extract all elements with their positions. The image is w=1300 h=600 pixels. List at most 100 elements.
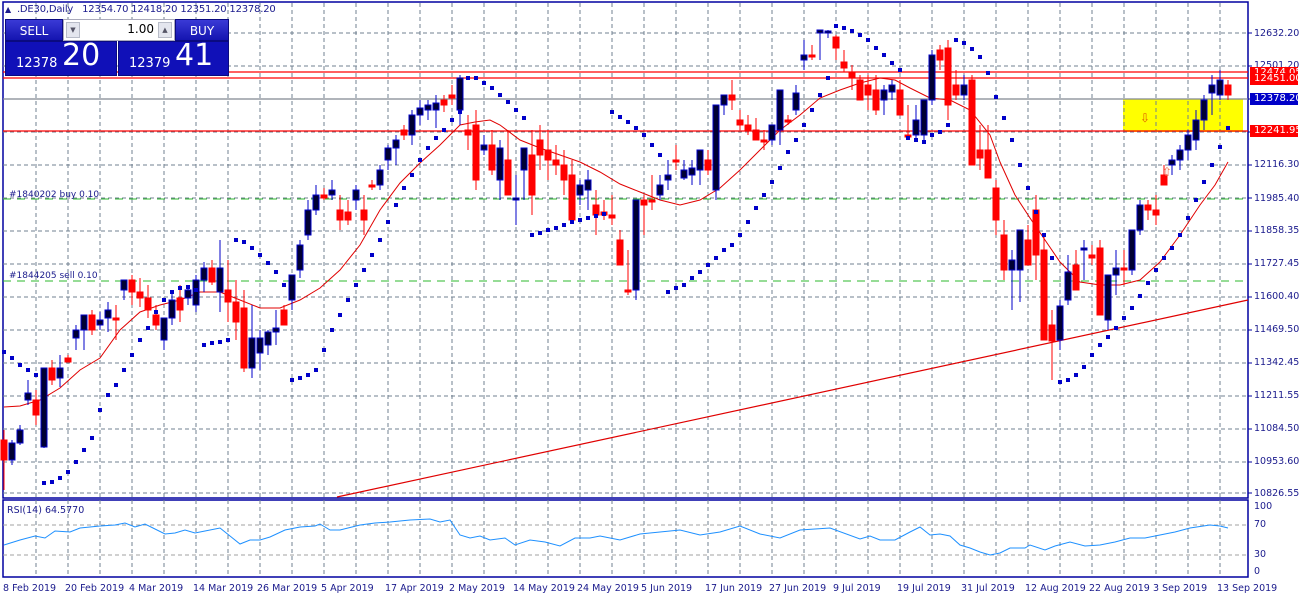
- parabolic-sar-dot: [1170, 246, 1174, 250]
- parabolic-sar-dot: [1210, 163, 1214, 167]
- parabolic-sar-dot: [682, 283, 686, 287]
- candle-bear: [176, 297, 184, 311]
- rsi-level-label: 30: [1254, 549, 1267, 560]
- parabolic-sar-dot: [522, 116, 526, 120]
- parabolic-sar-dot: [210, 341, 214, 345]
- candle-bear: [648, 199, 656, 203]
- sell-price-pips: 20: [62, 38, 101, 73]
- parabolic-sar-dot: [810, 108, 814, 112]
- candle-bull: [328, 189, 336, 196]
- parabolic-sar-dot: [666, 290, 670, 294]
- candle-bear: [368, 184, 376, 188]
- lot-size-stepper[interactable]: ▼ 1.00 ▲: [63, 19, 175, 41]
- order-label-sell[interactable]: #1844205 sell 0.10: [9, 271, 98, 281]
- candle-bear: [128, 279, 136, 293]
- price-label: 11342.45: [1254, 357, 1300, 368]
- candle-bull: [776, 89, 784, 131]
- parabolic-sar-dot: [1050, 256, 1054, 260]
- buy-button[interactable]: BUY: [175, 19, 229, 41]
- parabolic-sar-dot: [122, 368, 126, 372]
- candle-bull: [1176, 149, 1184, 161]
- candle-bull: [1200, 99, 1208, 121]
- candle-bear: [0, 439, 8, 461]
- candle-bull: [456, 77, 464, 111]
- sell-button[interactable]: SELL: [5, 19, 63, 41]
- candle-bull: [880, 89, 888, 101]
- candle-bear: [704, 159, 712, 171]
- parabolic-sar-dot: [2, 350, 6, 354]
- parabolic-sar-dot: [882, 53, 886, 57]
- candle-bear: [936, 49, 944, 61]
- parabolic-sar-dot: [562, 223, 566, 227]
- parabolic-sar-dot: [1026, 186, 1030, 190]
- candle-bear: [1160, 174, 1168, 186]
- candle-bull: [1128, 229, 1136, 271]
- candle-bull: [632, 199, 640, 291]
- parabolic-sar-dot: [786, 150, 790, 154]
- lot-size-input[interactable]: 1.00: [127, 22, 154, 36]
- parabolic-sar-dot: [106, 393, 110, 397]
- parabolic-sar-dot: [498, 93, 502, 97]
- sell-price-button[interactable]: 12378 20: [5, 38, 117, 76]
- candle-bull: [1208, 84, 1216, 94]
- candle-bear: [440, 99, 448, 106]
- candle-bear: [336, 209, 344, 221]
- parabolic-sar-dot: [1018, 163, 1022, 167]
- parabolic-sar-dot: [802, 123, 806, 127]
- parabolic-sar-dot: [370, 253, 374, 257]
- candle-bull: [768, 124, 776, 141]
- candle-bull: [160, 317, 168, 341]
- parabolic-sar-dot: [1066, 378, 1070, 382]
- candle-bull: [1056, 305, 1064, 341]
- parabolic-sar-dot: [306, 373, 310, 377]
- parabolic-sar-dot: [170, 290, 174, 294]
- order-label-buy[interactable]: #1840202 buy 0.10: [9, 190, 100, 200]
- parabolic-sar-dot: [714, 256, 718, 260]
- parabolic-sar-dot: [434, 136, 438, 140]
- candle-bear: [544, 149, 552, 161]
- candle-bull: [8, 442, 16, 461]
- date-label: 3 Sep 2019: [1153, 583, 1208, 594]
- date-label: 12 Aug 2019: [1025, 583, 1086, 594]
- candle-bear: [1152, 209, 1160, 216]
- parabolic-sar-dot: [834, 24, 838, 28]
- parabolic-sar-dot: [1146, 281, 1150, 285]
- date-label: 20 Feb 2019: [65, 583, 125, 594]
- buy-price-button[interactable]: 12379 41: [118, 38, 229, 76]
- parabolic-sar-dot: [866, 38, 870, 42]
- parabolic-sar-dot: [706, 263, 710, 267]
- candle-bull: [200, 267, 208, 281]
- parabolic-sar-dot: [1042, 233, 1046, 237]
- parabolic-sar-dot: [1122, 316, 1126, 320]
- candle-bear: [152, 314, 160, 326]
- candle-bull: [512, 197, 520, 201]
- candle-bear: [528, 154, 536, 196]
- parabolic-sar-dot: [1186, 216, 1190, 220]
- candle-bull: [816, 29, 824, 34]
- parabolic-sar-dot: [698, 270, 702, 274]
- parabolic-sar-dot: [1226, 126, 1230, 130]
- candle-bear: [552, 159, 560, 166]
- candle-bear: [760, 139, 768, 143]
- candle-bear: [592, 204, 600, 216]
- sell-price-main: 12378: [16, 56, 58, 71]
- collapse-triangle-icon[interactable]: ▲: [5, 5, 11, 14]
- parabolic-sar-dot: [482, 81, 486, 85]
- lot-decrease-icon[interactable]: ▼: [66, 22, 80, 38]
- candle-bear: [976, 149, 984, 159]
- candle-bear: [88, 314, 96, 331]
- lot-increase-icon[interactable]: ▲: [158, 22, 172, 38]
- candle-bull: [352, 189, 360, 201]
- candle-bull: [216, 267, 224, 293]
- candle-bull: [1104, 274, 1112, 321]
- candle-bear: [32, 399, 40, 416]
- current-price-tag: 12378.20: [1250, 93, 1300, 105]
- parabolic-sar-dot: [818, 93, 822, 97]
- candle-bear: [832, 36, 840, 49]
- date-label: 2 May 2019: [449, 583, 505, 594]
- candle-bear: [784, 119, 792, 123]
- parabolic-sar-dot: [994, 95, 998, 99]
- parabolic-sar-dot: [1002, 116, 1006, 120]
- parabolic-sar-dot: [1130, 306, 1134, 310]
